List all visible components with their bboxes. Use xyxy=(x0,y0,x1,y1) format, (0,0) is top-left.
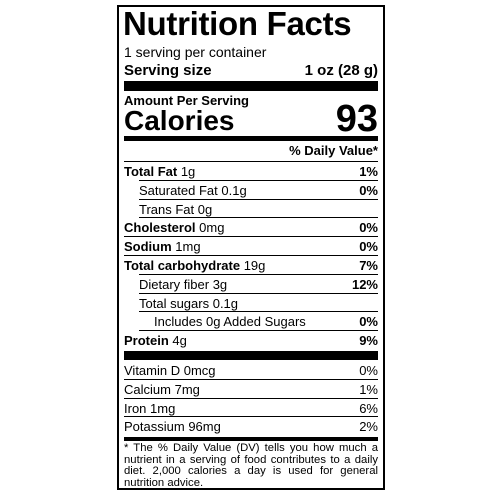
daily-value: 12% xyxy=(351,276,378,292)
title: Nutrition Facts xyxy=(123,5,352,42)
dv-heading: % Daily Value* xyxy=(289,143,378,158)
nutrient-name: Trans Fat xyxy=(139,201,195,217)
nutrient-label: Saturated Fat 0.1g xyxy=(139,181,247,200)
nutrient-row: Includes 0g Added Sugars 0% xyxy=(124,312,378,331)
nutrient-name: Iron xyxy=(124,400,147,416)
nutrient-amount: 19g xyxy=(243,258,266,273)
nutrient-amount: 1mg xyxy=(175,239,201,255)
nutrient-amount: 96mg xyxy=(188,419,221,435)
medium-bar xyxy=(124,136,378,141)
thick-bar xyxy=(124,351,378,360)
nutrient-row: Total Fat 1g 1% xyxy=(124,162,378,181)
nutrient-label: Total Fat 1g xyxy=(124,162,195,181)
daily-value: 1% xyxy=(359,381,378,397)
rule xyxy=(124,397,378,399)
nutrient-name: Cholesterol xyxy=(124,220,196,236)
nutrient-row: Dietary fiber 3g 12% xyxy=(124,275,378,294)
nutrient-label: Protein 4g xyxy=(124,331,187,350)
nutrient-amount: 1mg xyxy=(150,400,176,416)
nutrient-row: Vitamin D 0mcg 0% xyxy=(124,361,378,380)
serving-size-label: Serving size xyxy=(124,62,212,79)
daily-value: 1% xyxy=(359,164,378,179)
rule xyxy=(124,255,378,256)
nutrient-amount: 0mcg xyxy=(183,363,216,378)
daily-value: 0% xyxy=(359,239,378,255)
daily-value: 9% xyxy=(359,333,378,349)
nutrient-amount: 1g xyxy=(180,164,196,179)
rule xyxy=(139,273,378,275)
nutrient-name: Dietary fiber xyxy=(139,276,210,292)
rule xyxy=(124,378,378,380)
nutrient-row: Calcium 7mg 1% xyxy=(124,380,378,399)
daily-value: 0% xyxy=(359,314,378,330)
nutrient-row: Iron 1mg 6% xyxy=(124,399,378,418)
rule xyxy=(124,416,378,418)
nutrient-label: Calcium 7mg xyxy=(124,380,200,399)
nutrient-label: Iron 1mg xyxy=(124,399,175,418)
calories-label: Calories xyxy=(124,105,235,136)
nutrient-name: Potassium xyxy=(124,419,185,435)
nutrient-amount: 3g xyxy=(212,276,228,292)
nutrient-amount: 7mg xyxy=(174,381,200,397)
nutrition-label: Nutrition Facts 1 serving per container … xyxy=(117,5,385,490)
nutrient-row: Potassium 96mg 2% xyxy=(124,417,378,436)
nutrient-row: Trans Fat 0g xyxy=(124,200,378,219)
nutrient-name: Vitamin D xyxy=(124,363,181,378)
rule xyxy=(139,198,378,200)
rule xyxy=(139,179,378,181)
nutrient-amount: 0.1g xyxy=(221,182,247,198)
nutrient-label: Sodium 1mg xyxy=(124,237,201,256)
amount-heading: Amount Per Serving xyxy=(124,93,249,108)
nutrient-name: Total carbohydrate xyxy=(124,258,241,273)
daily-value: 2% xyxy=(359,419,378,435)
daily-value: 6% xyxy=(359,400,378,416)
nutrient-label: Includes 0g Added Sugars xyxy=(154,312,306,331)
daily-value: 7% xyxy=(359,258,378,273)
nutrient-row: Sodium 1mg 0% xyxy=(124,237,378,256)
daily-value: 0% xyxy=(359,220,378,236)
bar xyxy=(124,437,378,442)
daily-value: 0% xyxy=(359,182,378,198)
servings: 1 serving per container xyxy=(124,44,267,60)
serving-size-value: 1 oz (28 g) xyxy=(304,62,378,79)
nutrient-row: Total carbohydrate 19g 7% xyxy=(124,256,378,275)
rule xyxy=(139,217,378,219)
daily-value: 0% xyxy=(359,363,378,378)
nutrient-row: Saturated Fat 0.1g 0% xyxy=(124,181,378,200)
rule xyxy=(124,236,378,238)
nutrient-label: Total sugars 0.1g xyxy=(139,294,238,313)
nutrient-label: Vitamin D 0mcg xyxy=(124,361,216,380)
footnote: * The % Daily Value (DV) tells you how m… xyxy=(124,442,378,489)
nutrient-amount: 4g xyxy=(172,333,187,349)
nutrient-row: Protein 4g 9% xyxy=(124,331,378,350)
rule xyxy=(124,161,378,162)
nutrient-label: Trans Fat 0g xyxy=(139,200,212,219)
rule xyxy=(139,311,378,313)
nutrient-row: Total sugars 0.1g xyxy=(124,294,378,313)
rule xyxy=(139,292,378,294)
nutrient-amount: 0mg xyxy=(199,220,225,236)
nutrient-label: Total carbohydrate 19g xyxy=(124,256,265,275)
nutrient-name: Total Fat xyxy=(124,164,178,179)
nutrient-row: Cholesterol 0mg 0% xyxy=(124,218,378,237)
nutrient-name: Saturated Fat xyxy=(139,182,218,198)
nutrient-name: Total sugars xyxy=(139,295,210,311)
nutrient-name: Includes 0g Added Sugars xyxy=(154,314,306,330)
nutrient-name: Protein xyxy=(124,333,169,349)
rule xyxy=(139,330,378,332)
thick-bar xyxy=(124,81,378,91)
nutrient-label: Cholesterol 0mg xyxy=(124,218,224,237)
calories-value: 93 xyxy=(335,98,378,140)
nutrient-name: Calcium xyxy=(124,381,171,397)
nutrient-amount: 0.1g xyxy=(212,295,239,311)
nutrient-label: Potassium 96mg xyxy=(124,417,221,436)
nutrient-label: Dietary fiber 3g xyxy=(139,275,227,294)
nutrient-name: Sodium xyxy=(124,239,172,255)
nutrient-amount: 0g xyxy=(197,201,213,217)
